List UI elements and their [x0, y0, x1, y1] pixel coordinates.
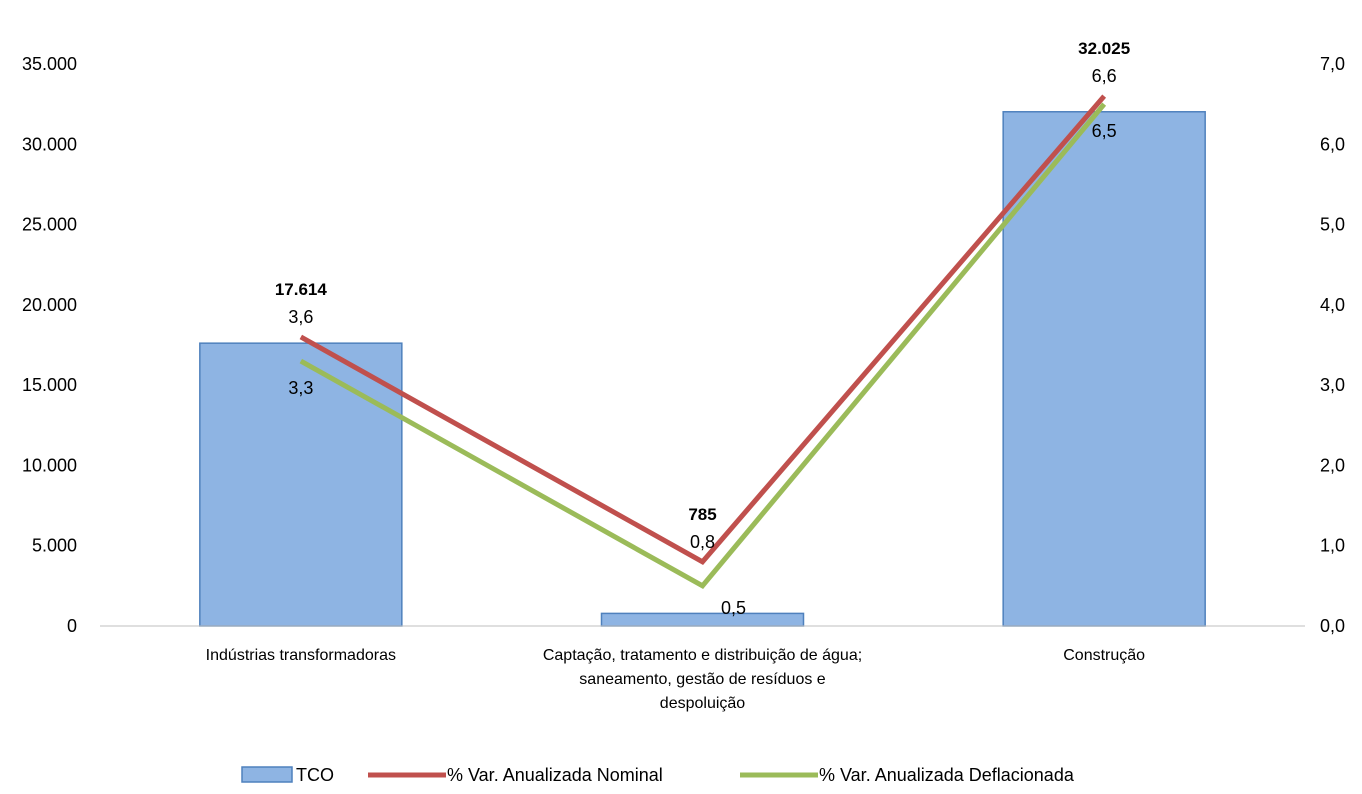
left-axis-tick-label: 20.000: [22, 295, 77, 315]
left-axis-tick-label: 35.000: [22, 54, 77, 74]
left-axis-tick-label: 15.000: [22, 375, 77, 395]
nominal-value-label: 6,6: [1092, 66, 1117, 86]
category-label: Construção: [1063, 647, 1145, 664]
left-axis-tick-label: 10.000: [22, 455, 77, 475]
left-axis: 0 5.000 10.000 15.000 20.000 25.000 30.000 35.0…: [22, 54, 77, 636]
legend-label: % Var. Anualizada Deflacionada: [819, 765, 1075, 785]
bar-value-label: 17.614: [275, 280, 328, 299]
category-label: Captação, tratamento e distribuição de á…: [543, 647, 862, 712]
right-axis-tick-label: 4,0: [1320, 295, 1345, 315]
nominal-value-label: 3,6: [288, 307, 313, 327]
data-labels: 17.614 785 32.025 3,6 0,8 6,6 3,3 0,5 6,5: [275, 39, 1130, 618]
bar: [1002, 111, 1206, 627]
right-axis-tick-label: 0,0: [1320, 616, 1345, 636]
deflated-value-label: 3,3: [288, 378, 313, 398]
nominal-value-label: 0,8: [690, 532, 715, 552]
line-series-path: [299, 102, 1107, 590]
bar: [600, 612, 805, 627]
category-label-line: Captação, tratamento e distribuição de á…: [543, 647, 862, 664]
bar-series: [199, 111, 1206, 627]
left-axis-tick-label: 25.000: [22, 215, 77, 235]
category-label: Indústrias transformadoras: [206, 647, 396, 664]
deflated-value-label: 0,5: [721, 598, 746, 618]
category-labels: Indústrias transformadoras Captação, trat…: [206, 647, 1145, 712]
legend-label: TCO: [296, 765, 334, 785]
legend-label: % Var. Anualizada Nominal: [447, 765, 663, 785]
right-axis: 0,0 1,0 2,0 3,0 4,0 5,0 6,0 7,0: [1320, 54, 1345, 636]
bar: [199, 342, 403, 627]
right-axis-tick-label: 6,0: [1320, 134, 1345, 154]
bar-value-label: 32.025: [1078, 39, 1130, 58]
right-axis-tick-label: 2,0: [1320, 455, 1345, 475]
legend: TCO % Var. Anualizada Nominal % Var. Anual…: [241, 765, 1075, 785]
line-series-path: [299, 94, 1107, 565]
left-axis-tick-label: 5.000: [32, 536, 77, 556]
left-axis-tick-label: 30.000: [22, 134, 77, 154]
category-label-line: Indústrias transformadoras: [206, 647, 396, 664]
category-label-line: despoluição: [660, 695, 746, 712]
legend-swatch-bar: [241, 766, 293, 783]
right-axis-tick-label: 5,0: [1320, 215, 1345, 235]
right-axis-tick-label: 1,0: [1320, 536, 1345, 556]
right-axis-tick-label: 7,0: [1320, 54, 1345, 74]
right-axis-tick-label: 3,0: [1320, 375, 1345, 395]
left-axis-tick-label: 0: [67, 616, 77, 636]
category-label-line: saneamento, gestão de resíduos e: [579, 671, 825, 688]
deflated-value-label: 6,5: [1092, 121, 1117, 141]
category-label-line: Construção: [1063, 647, 1145, 664]
line-series: [299, 94, 1107, 590]
bar-value-label: 785: [688, 505, 716, 524]
